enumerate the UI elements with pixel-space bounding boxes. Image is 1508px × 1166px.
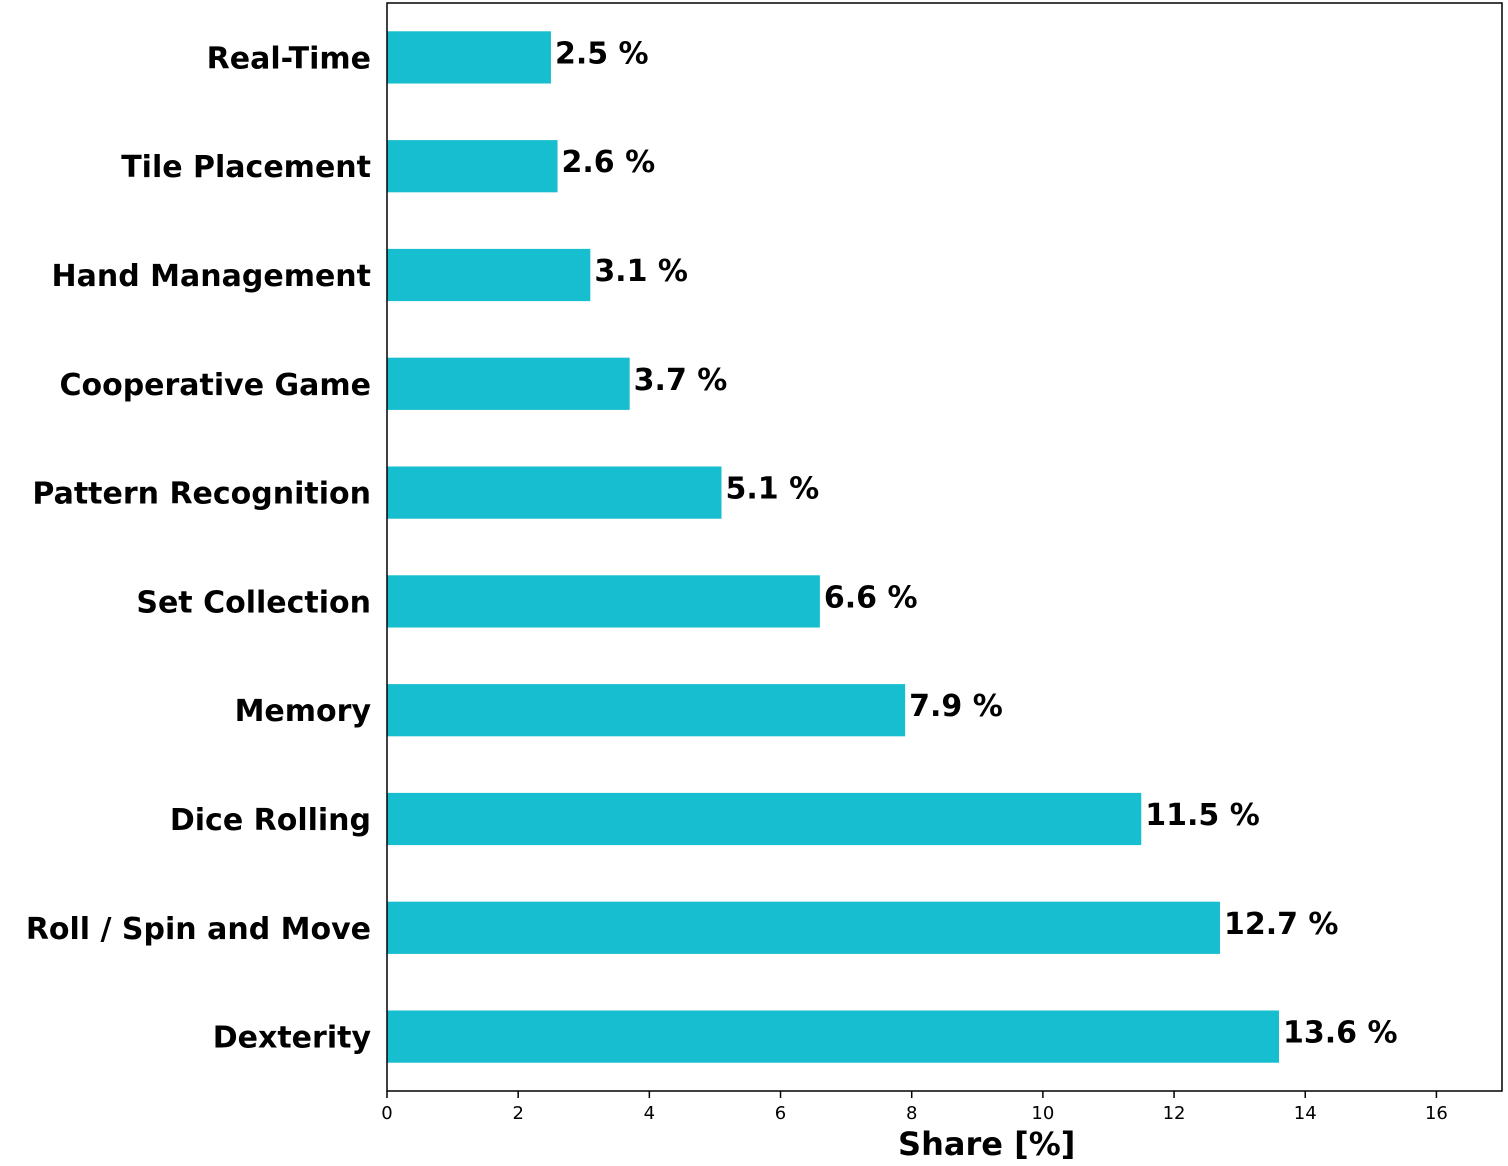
category-label-2: Hand Management bbox=[52, 259, 371, 294]
bar-4 bbox=[387, 466, 722, 519]
category-label-6: Memory bbox=[235, 694, 372, 729]
value-label-4: 5.1 % bbox=[726, 472, 820, 507]
value-label-8: 12.7 % bbox=[1224, 907, 1339, 942]
x-axis-title: Share [%] bbox=[898, 1125, 1075, 1163]
value-label-7: 11.5 % bbox=[1145, 798, 1260, 833]
bars-group bbox=[387, 31, 1279, 1063]
bar-3 bbox=[387, 357, 630, 410]
category-label-1: Tile Placement bbox=[121, 150, 371, 185]
x-ticks-group: 0 2 4 6 8 10 12 14 16 bbox=[381, 1091, 1448, 1124]
bar-2 bbox=[387, 248, 591, 302]
x-tick-label-3: 6 bbox=[775, 1103, 786, 1124]
category-label-5: Set Collection bbox=[136, 585, 371, 620]
bar-6 bbox=[387, 684, 906, 737]
x-tick-label-0: 0 bbox=[381, 1103, 392, 1124]
x-tick-label-1: 2 bbox=[512, 1103, 523, 1124]
bar-7 bbox=[387, 792, 1142, 846]
category-label-9: Dexterity bbox=[213, 1021, 372, 1056]
bar-5 bbox=[387, 575, 820, 628]
x-tick-label-8: 16 bbox=[1425, 1103, 1448, 1124]
value-label-6: 7.9 % bbox=[909, 689, 1003, 724]
value-label-5: 6.6 % bbox=[824, 580, 918, 615]
category-label-0: Real-Time bbox=[207, 41, 371, 76]
value-label-1: 2.6 % bbox=[562, 145, 656, 180]
x-tick-label-7: 14 bbox=[1294, 1103, 1317, 1124]
x-tick-label-5: 10 bbox=[1031, 1103, 1054, 1124]
plot-frame bbox=[386, 2, 1503, 1092]
category-label-7: Dice Rolling bbox=[170, 803, 371, 838]
category-label-3: Cooperative Game bbox=[59, 368, 371, 403]
x-tick-label-4: 8 bbox=[906, 1103, 917, 1124]
bar-1 bbox=[387, 140, 558, 193]
labels-group: Real-Time 2.5 % Tile Placement 2.6 % Hand Ma… bbox=[26, 36, 1398, 1055]
category-label-8: Roll / Spin and Move bbox=[26, 912, 371, 947]
value-label-2: 3.1 % bbox=[594, 254, 688, 289]
x-tick-label-6: 12 bbox=[1163, 1103, 1186, 1124]
bar-9 bbox=[387, 1010, 1279, 1063]
value-label-3: 3.7 % bbox=[634, 363, 728, 398]
value-label-9: 13.6 % bbox=[1283, 1016, 1398, 1051]
x-tick-label-2: 4 bbox=[644, 1103, 655, 1124]
category-label-4: Pattern Recognition bbox=[32, 477, 371, 512]
value-label-0: 2.5 % bbox=[555, 36, 649, 71]
bar-0 bbox=[387, 31, 551, 84]
bar-8 bbox=[387, 901, 1220, 954]
